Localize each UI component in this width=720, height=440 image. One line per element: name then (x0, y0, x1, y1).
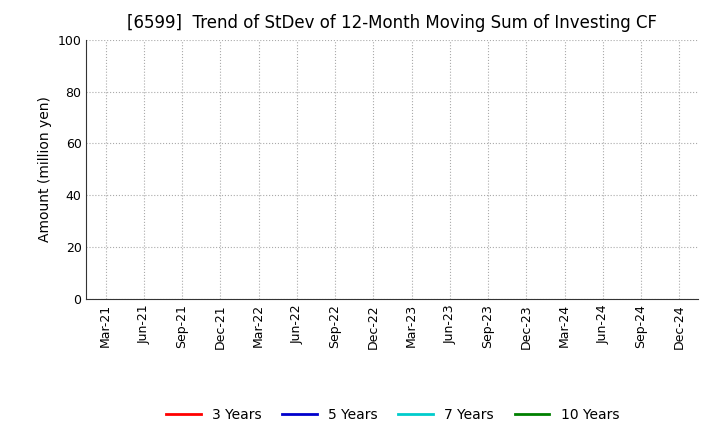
Legend: 3 Years, 5 Years, 7 Years, 10 Years: 3 Years, 5 Years, 7 Years, 10 Years (161, 402, 624, 427)
Y-axis label: Amount (million yen): Amount (million yen) (38, 96, 52, 242)
Title: [6599]  Trend of StDev of 12-Month Moving Sum of Investing CF: [6599] Trend of StDev of 12-Month Moving… (127, 15, 657, 33)
